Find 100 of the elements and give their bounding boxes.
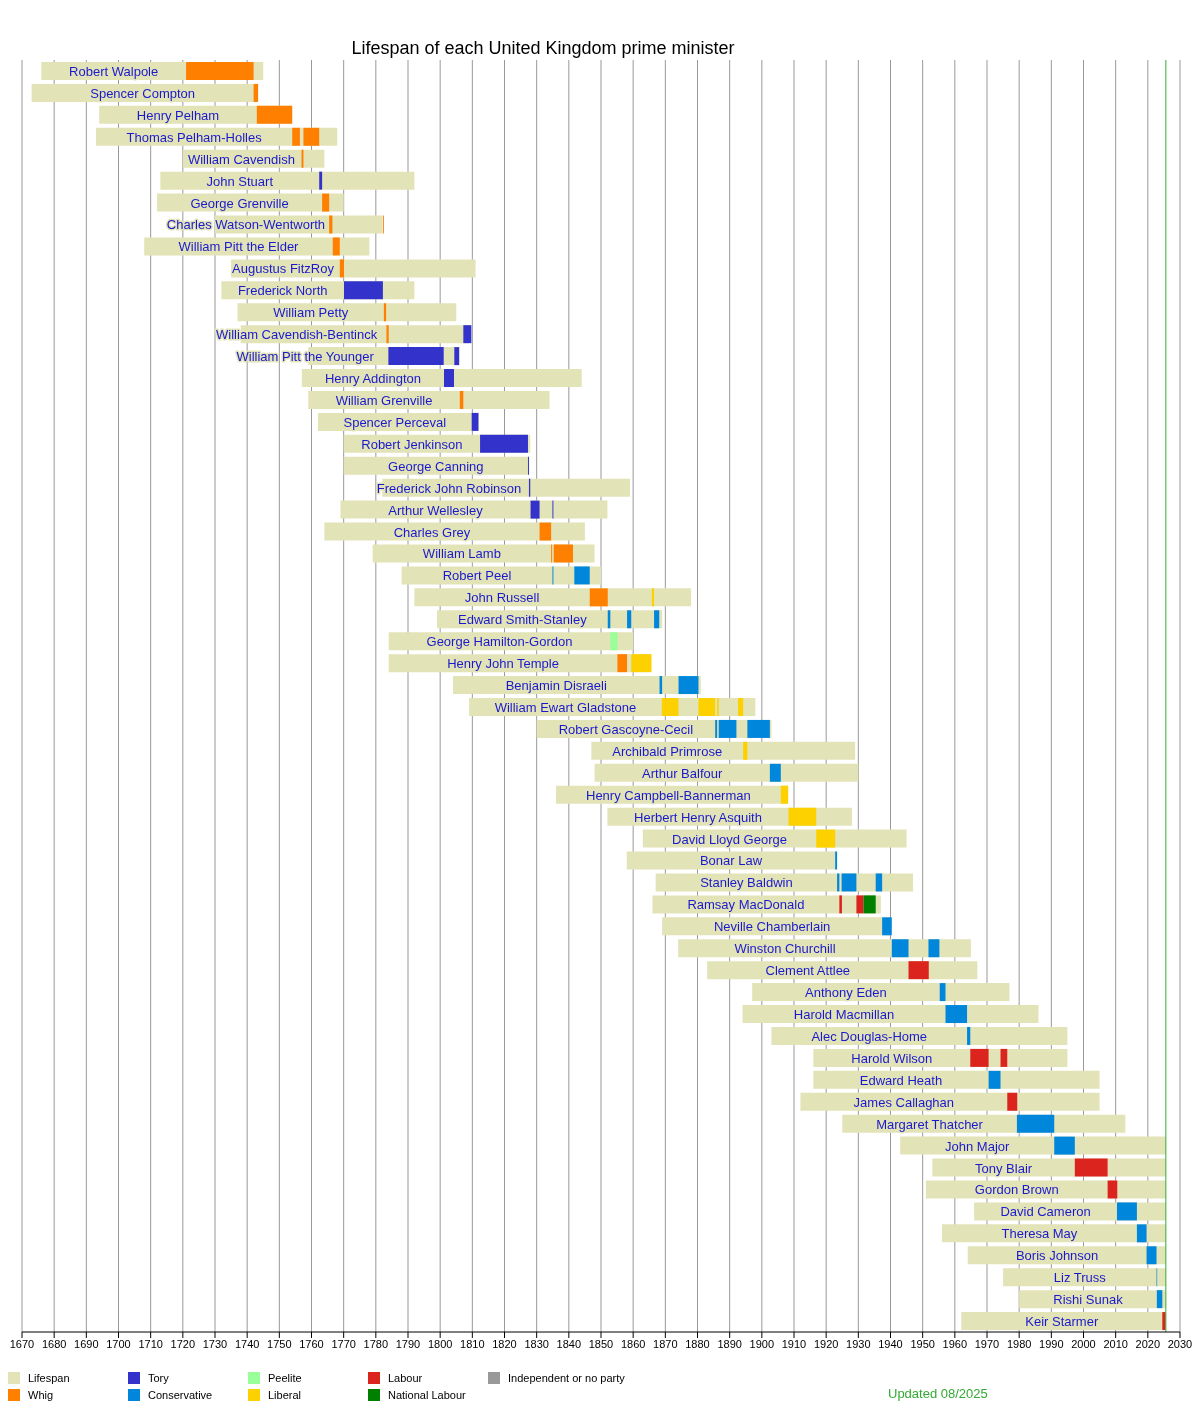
x-tick-label: 1970 xyxy=(974,1337,1000,1350)
y-tick-label: John Major xyxy=(945,1138,1011,1154)
bar xyxy=(743,741,748,760)
y-tick-label: Henry Pelham xyxy=(136,107,220,123)
y-tick-label: Henry John Temple xyxy=(447,656,559,672)
bar xyxy=(454,347,460,366)
bar xyxy=(1054,1136,1075,1155)
x-tick-label: 1820 xyxy=(492,1337,517,1350)
y-tick-label: Boris Johnson xyxy=(1015,1248,1099,1264)
x-tick-label: 1990 xyxy=(1039,1337,1064,1350)
legend-label: Whig xyxy=(28,1389,54,1401)
legend-label: National Labour xyxy=(388,1389,466,1401)
x-tick-label: 1740 xyxy=(234,1337,260,1350)
bar xyxy=(945,1005,968,1024)
y-tick-label: Robert Jenkinson xyxy=(361,436,463,452)
bar xyxy=(970,1048,989,1067)
bar xyxy=(967,1026,971,1045)
y-tick-label: George Hamilton-Gordon xyxy=(426,634,573,650)
y-tick-label: Charles Grey xyxy=(393,524,471,540)
y-tick-label: Robert Gascoyne-Cecil xyxy=(558,721,694,737)
bar xyxy=(339,259,344,278)
bar xyxy=(882,917,892,936)
bar xyxy=(698,698,716,716)
bar xyxy=(1156,1290,1163,1309)
bar xyxy=(939,983,946,1002)
y-tick-label: Winston Churchill xyxy=(734,941,836,957)
bar xyxy=(747,719,770,738)
y-tick-label: Liz Truss xyxy=(1053,1270,1107,1286)
x-tick-label: 1850 xyxy=(588,1337,614,1350)
x-tick-label: 1810 xyxy=(460,1337,485,1350)
x-tick-label: 1860 xyxy=(620,1337,646,1350)
bar xyxy=(1016,1114,1055,1133)
bar xyxy=(816,829,836,848)
x-tick-label: 1900 xyxy=(749,1337,775,1350)
x-tick-label: 2000 xyxy=(1071,1337,1096,1350)
bar xyxy=(319,171,323,190)
y-tick-label: Bonar Law xyxy=(699,853,763,869)
bar xyxy=(610,632,618,651)
x-tick-label: 1940 xyxy=(878,1337,903,1350)
y-tick-label: Frederick John Robinson xyxy=(376,480,522,496)
bar xyxy=(617,654,628,673)
y-tick-label: Margaret Thatcher xyxy=(876,1116,984,1132)
x-tick-label: 1760 xyxy=(299,1337,324,1350)
y-tick-label: Archibald Primrose xyxy=(612,743,723,759)
x-tick-label: 1840 xyxy=(556,1337,582,1350)
bar xyxy=(788,807,817,826)
bar xyxy=(856,895,864,914)
y-tick-label: James Callaghan xyxy=(853,1094,955,1110)
x-tick-label: 1710 xyxy=(138,1337,163,1350)
y-tick-label: Spencer Perceval xyxy=(343,414,447,430)
bar xyxy=(256,105,293,124)
bar xyxy=(1146,1246,1157,1265)
bar xyxy=(329,215,333,234)
x-tick-label: 2010 xyxy=(1103,1337,1128,1350)
bar xyxy=(928,939,940,958)
bar xyxy=(908,961,929,980)
y-tick-label: Augustus FitzRoy xyxy=(232,261,335,277)
x-tick-label: 1680 xyxy=(41,1337,67,1350)
bar xyxy=(627,610,632,629)
y-tick-label: Rishi Sunak xyxy=(1053,1292,1124,1308)
x-tick-label: 1830 xyxy=(524,1337,549,1350)
y-tick-label: Benjamin Disraeli xyxy=(505,678,607,694)
y-tick-label: John Stuart xyxy=(206,173,274,189)
x-tick-label: 1980 xyxy=(1006,1337,1032,1350)
y-tick-label: Stanley Baldwin xyxy=(700,875,793,891)
y-tick-label: Charles Watson-Wentworth xyxy=(166,217,326,233)
bar xyxy=(388,347,444,366)
x-tick-label: 1690 xyxy=(74,1337,99,1350)
bar xyxy=(631,654,652,673)
bar xyxy=(444,369,454,388)
x-tick-label: 2020 xyxy=(1135,1337,1161,1350)
legend-label: Tory xyxy=(148,1372,170,1384)
y-tick-label: David Cameron xyxy=(1000,1204,1091,1220)
y-tick-label: William Ewart Gladstone xyxy=(494,699,637,715)
y-tick-label: Harold Wilson xyxy=(851,1050,933,1066)
bar xyxy=(463,325,472,344)
bar xyxy=(589,588,608,607)
bar xyxy=(718,719,737,738)
y-tick-label: William Petty xyxy=(273,305,349,321)
y-tick-label: Henry Addington xyxy=(324,371,421,386)
x-tick-label: 1870 xyxy=(653,1337,678,1350)
x-tick-label: 1670 xyxy=(9,1337,35,1350)
x-tick-label: 1770 xyxy=(331,1337,356,1350)
y-tick-label: Tony Blair xyxy=(975,1160,1033,1176)
bar xyxy=(343,281,383,300)
chart-title: Lifespan of each United Kingdom prime minister xyxy=(350,38,736,59)
bar xyxy=(332,237,340,256)
bar xyxy=(769,763,781,782)
bar xyxy=(386,325,389,344)
x-tick-label: 1930 xyxy=(846,1337,871,1350)
bar xyxy=(839,895,842,914)
x-tick-label: 1800 xyxy=(427,1337,453,1350)
bar xyxy=(678,676,699,695)
y-tick-label: John Russell xyxy=(464,590,540,606)
bar xyxy=(186,62,254,80)
y-tick-label: Spencer Compton xyxy=(90,85,196,101)
y-tick-label: Keir Starmer xyxy=(1025,1314,1099,1330)
bar xyxy=(738,698,744,716)
bar xyxy=(574,566,590,585)
x-tick-label: 1960 xyxy=(942,1337,968,1350)
